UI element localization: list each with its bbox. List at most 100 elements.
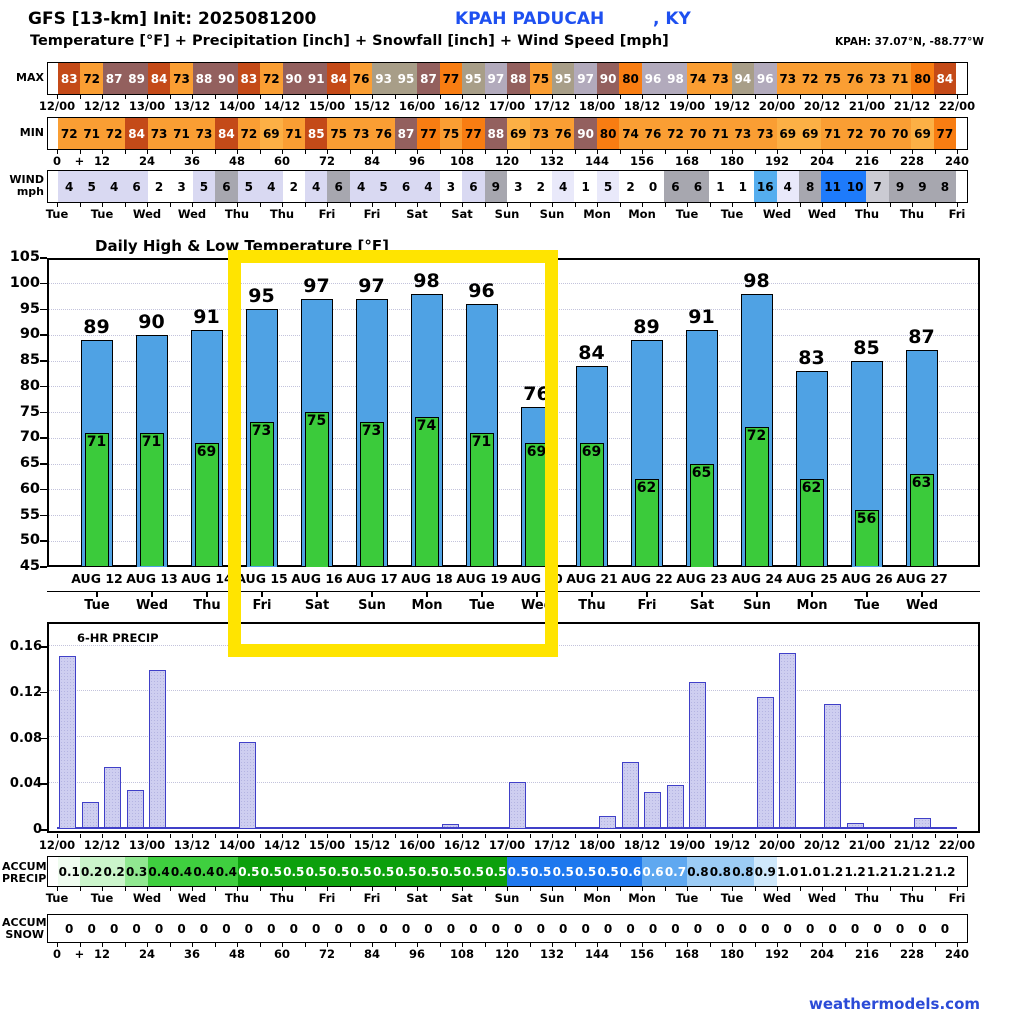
axis-tick-label: 168 <box>674 947 699 961</box>
axis-tick <box>597 834 599 838</box>
wind_strip-cell: 8 <box>798 171 822 202</box>
axis-tick-label: 18/12 <box>623 838 661 852</box>
axis-tick <box>237 943 239 947</box>
axis-tick <box>754 834 756 838</box>
day-name-label: Mon <box>796 598 828 613</box>
axis-tick <box>867 150 869 154</box>
wind_strip-cell: 1 <box>731 171 755 202</box>
accum_snow_strip-cell: 0 <box>664 915 687 942</box>
axis-tick <box>687 203 689 207</box>
axis-tick <box>147 95 149 99</box>
accum_precip_strip-cell: 1.0 <box>798 857 822 886</box>
wind_strip-cell: 6 <box>327 171 350 202</box>
axis-tick-label: Sun <box>494 891 520 905</box>
min_strip-cell: 70 <box>686 118 710 149</box>
high-temp-value: 95 <box>248 285 275 307</box>
axis-tick-label: Tue <box>675 207 699 221</box>
axis-tick <box>349 203 351 207</box>
axis-tick <box>57 887 59 891</box>
brand-link[interactable]: weathermodels.com <box>808 995 980 1013</box>
max_strip-cell: 90 <box>596 63 620 94</box>
temp-ytick-label: 75 <box>19 403 40 420</box>
min_strip-cell: 70 <box>888 118 912 149</box>
axis-tick-label: 0 <box>52 947 61 961</box>
axis-tick-label: Sun <box>539 891 565 905</box>
precip-zero-line <box>56 826 957 829</box>
axis-tick <box>664 203 666 207</box>
precip-bar <box>59 655 77 828</box>
axis-tick <box>529 150 531 154</box>
max_strip-cell: 76 <box>349 63 373 94</box>
day-axis-tick <box>371 592 373 597</box>
min_strip-cell: 73 <box>754 118 777 149</box>
high-temp-value: 97 <box>303 274 330 297</box>
axis-tick <box>889 834 891 838</box>
temp-ytick <box>40 257 47 259</box>
max_strip-cell: 97 <box>574 63 597 94</box>
axis-tick <box>214 203 216 207</box>
accum_precip_strip-cell: 0.5 <box>462 857 485 886</box>
axis-tick <box>462 943 464 947</box>
precip-bar <box>824 703 842 828</box>
axis-tick <box>102 943 104 947</box>
accum_snow_strip-cell: 0 <box>237 915 261 942</box>
temp-gridline <box>49 437 978 439</box>
low-temp-bar <box>139 432 164 567</box>
accum_precip_strip-cell: 0.5 <box>596 857 620 886</box>
axis-tick <box>957 150 959 154</box>
wind_strip-cell: 6 <box>215 171 238 202</box>
axis-tick <box>214 943 216 947</box>
min_strip-cell: 73 <box>529 118 552 149</box>
axis-tick-label: Tue <box>675 891 699 905</box>
wind_strip-cell: 9 <box>484 171 508 202</box>
accum_snow_strip-cell: 0 <box>372 915 395 942</box>
axis-tick <box>282 95 284 99</box>
axis-tick-label: Sat <box>406 891 428 905</box>
day-axis-tick <box>811 592 813 597</box>
precip-gridline <box>49 690 978 692</box>
low-temp-bar <box>634 478 659 567</box>
axis-tick <box>192 943 194 947</box>
low-temp-value: 65 <box>691 464 712 481</box>
max_strip-cell: 95 <box>462 63 485 94</box>
day-name-label: Tue <box>854 598 880 613</box>
axis-tick-label: 14/12 <box>263 99 301 113</box>
axis-tick-label: Thu <box>899 891 925 905</box>
axis-tick-label: 12/00 <box>38 99 76 113</box>
accum_precip_strip-cell: 0.5 <box>349 857 373 886</box>
wind_strip-cell: 5 <box>596 171 620 202</box>
axis-tick-label: 132 <box>539 154 564 168</box>
day-axis-tick <box>701 592 703 597</box>
low-temp-bar <box>414 417 439 567</box>
axis-tick-label: Tue <box>720 891 744 905</box>
axis-tick-label: Mon <box>583 891 611 905</box>
axis-tick-label: 14/00 <box>218 838 256 852</box>
accum_precip_strip-cell: 0.5 <box>439 857 463 886</box>
axis-tick <box>507 834 509 838</box>
low-temp-value: 74 <box>416 418 437 435</box>
axis-tick <box>799 203 801 207</box>
day-axis-tick <box>481 592 483 597</box>
accum_precip_strip-cell: 0.8 <box>731 857 755 886</box>
axis-tick-label: 20/00 <box>758 99 796 113</box>
temp-ytick-label: 45 <box>19 558 40 574</box>
highlight-box <box>228 250 558 657</box>
axis-tick <box>79 834 81 838</box>
axis-tick-label: 228 <box>899 154 924 168</box>
temp-ytick <box>40 308 47 311</box>
axis-tick <box>822 150 824 154</box>
axis-tick <box>732 150 734 154</box>
accum_precip_strip-cell: 0.4 <box>215 857 238 886</box>
axis-tick-label: 168 <box>674 154 699 168</box>
axis-tick <box>484 95 486 99</box>
axis-tick <box>912 887 914 891</box>
axis-tick <box>709 203 711 207</box>
axis-tick-label: Thu <box>899 207 925 221</box>
day-axis-tick <box>921 592 923 597</box>
accum_precip_strip-cell: 0.6 <box>619 857 642 886</box>
precip-ytick-label: 0.16 <box>9 639 42 654</box>
axis-tick-label: 14/00 <box>218 99 256 113</box>
axis-tick-label: 12 <box>93 154 110 168</box>
axis-tick <box>822 887 824 891</box>
wind_strip-cell: 2 <box>147 171 171 202</box>
